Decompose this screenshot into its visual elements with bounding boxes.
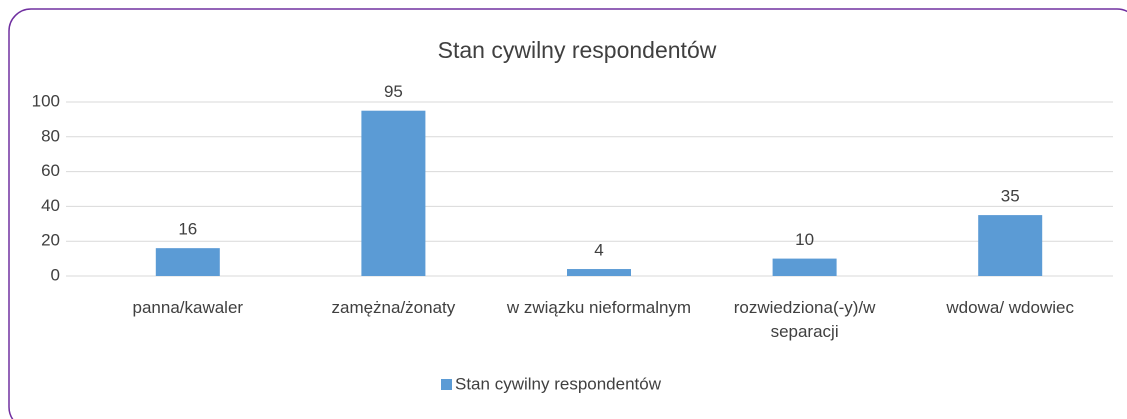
x-tick-label: panna/kawaler <box>132 298 244 317</box>
y-tick-label: 60 <box>41 161 60 180</box>
bar <box>978 215 1043 276</box>
bar <box>155 248 220 276</box>
y-tick-label: 40 <box>41 196 60 215</box>
legend-label: Stan cywilny respondentów <box>455 374 662 393</box>
data-label: 10 <box>795 230 814 249</box>
legend-swatch <box>441 379 452 390</box>
data-label: 95 <box>384 82 403 101</box>
bar <box>772 258 837 276</box>
chart-title: Stan cywilny respondentów <box>438 37 717 63</box>
x-tick-label: wdowa/ wdowiec <box>946 298 1074 317</box>
data-label: 35 <box>1001 187 1020 206</box>
chart-border <box>8 8 1127 419</box>
x-tick-label: rozwiedziona(-y)/w separacji <box>733 298 876 341</box>
y-tick-label: 100 <box>32 91 60 110</box>
x-tick-label: w związku nieformalnym <box>506 298 692 317</box>
y-tick-label: 0 <box>51 265 60 284</box>
bar <box>361 110 426 276</box>
data-label: 16 <box>178 220 197 239</box>
bar <box>567 269 631 276</box>
data-label: 4 <box>594 241 603 260</box>
x-tick-label: zamężna/żonaty <box>331 298 456 317</box>
y-tick-label: 80 <box>41 126 60 145</box>
y-tick-label: 20 <box>41 231 60 250</box>
